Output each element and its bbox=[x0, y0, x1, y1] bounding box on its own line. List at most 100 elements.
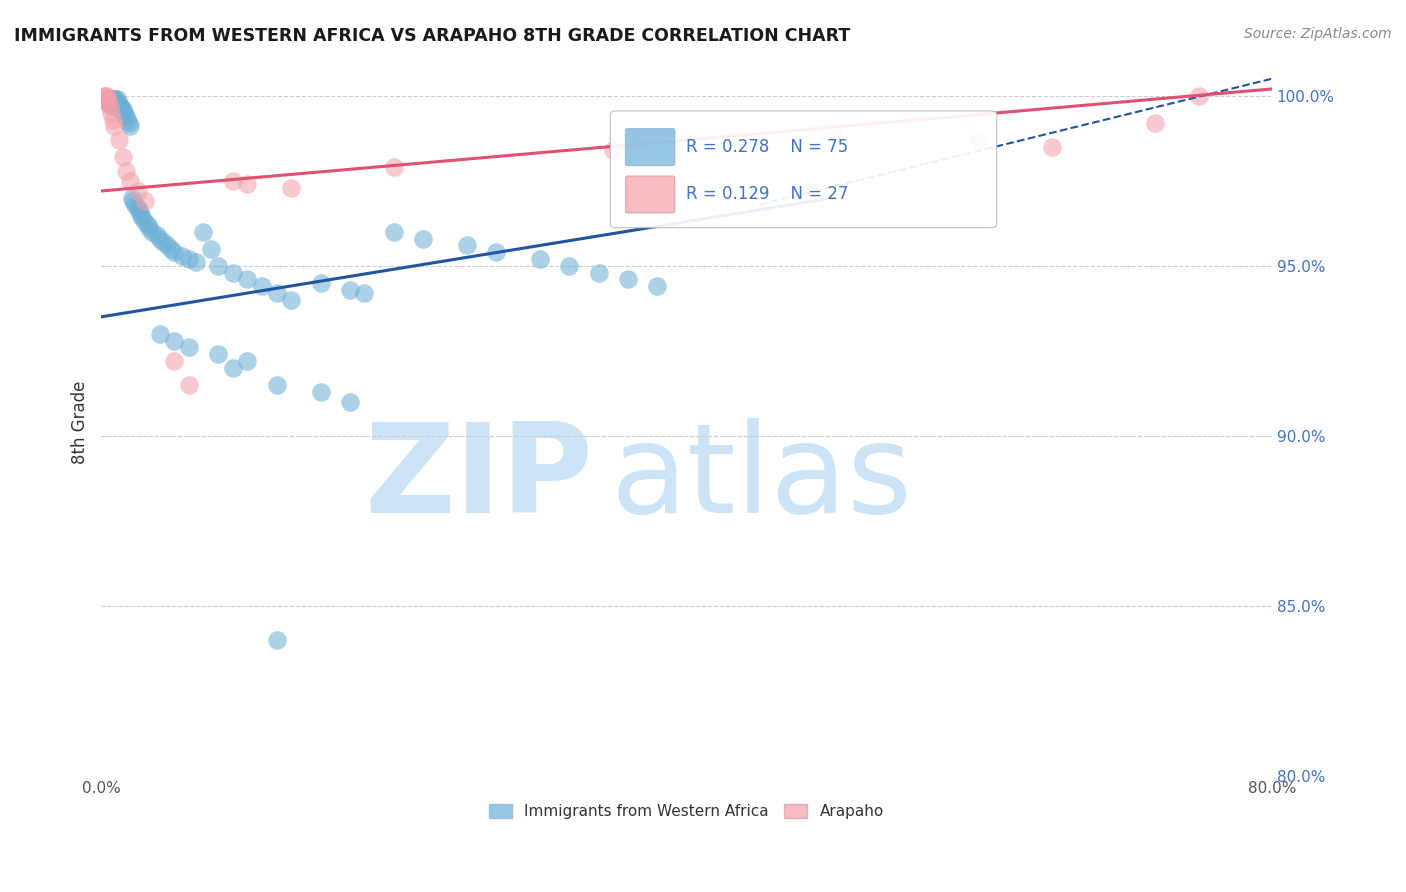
Point bbox=[104, 99, 127, 113]
Point bbox=[118, 116, 141, 130]
Point bbox=[236, 272, 259, 286]
Point bbox=[136, 218, 159, 232]
Text: Source: ZipAtlas.com: Source: ZipAtlas.com bbox=[1244, 27, 1392, 41]
Point bbox=[170, 249, 193, 263]
Point bbox=[93, 88, 115, 103]
Text: IMMIGRANTS FROM WESTERN AFRICA VS ARAPAHO 8TH GRADE CORRELATION CHART: IMMIGRANTS FROM WESTERN AFRICA VS ARAPAH… bbox=[14, 27, 851, 45]
Point bbox=[1040, 140, 1063, 154]
Point bbox=[353, 286, 375, 301]
Point bbox=[127, 184, 149, 198]
FancyBboxPatch shape bbox=[626, 176, 675, 213]
Point bbox=[160, 242, 183, 256]
Point bbox=[250, 279, 273, 293]
Point bbox=[108, 103, 131, 117]
Point bbox=[617, 272, 640, 286]
Point bbox=[1143, 116, 1166, 130]
Point bbox=[266, 378, 288, 392]
Point bbox=[222, 174, 245, 188]
Point bbox=[222, 360, 245, 375]
Point bbox=[382, 225, 405, 239]
Point bbox=[98, 99, 121, 113]
Point bbox=[100, 92, 122, 106]
Point bbox=[456, 238, 478, 252]
Point bbox=[103, 120, 125, 134]
Point bbox=[94, 88, 117, 103]
Point bbox=[97, 95, 120, 110]
Point bbox=[152, 235, 174, 249]
Point bbox=[309, 276, 332, 290]
Point bbox=[103, 92, 125, 106]
Point bbox=[485, 245, 508, 260]
Point bbox=[1188, 88, 1211, 103]
Point bbox=[107, 95, 129, 110]
Point bbox=[236, 177, 259, 191]
Point bbox=[163, 334, 186, 348]
Point bbox=[236, 354, 259, 368]
Point bbox=[177, 252, 200, 266]
Text: atlas: atlas bbox=[610, 418, 912, 540]
Point bbox=[602, 143, 624, 157]
Point bbox=[94, 92, 117, 106]
Point bbox=[149, 326, 172, 341]
Point bbox=[128, 204, 150, 219]
Point bbox=[193, 225, 215, 239]
Point bbox=[114, 105, 136, 120]
Point bbox=[107, 133, 129, 147]
Point bbox=[141, 225, 163, 239]
Point bbox=[129, 208, 152, 222]
Point bbox=[412, 232, 434, 246]
Point bbox=[821, 126, 844, 140]
Point bbox=[120, 120, 142, 134]
Point bbox=[121, 191, 143, 205]
Point bbox=[156, 238, 179, 252]
Point bbox=[145, 228, 167, 243]
FancyBboxPatch shape bbox=[626, 128, 675, 166]
Point bbox=[163, 354, 186, 368]
Text: ZIP: ZIP bbox=[364, 418, 593, 540]
Point bbox=[100, 95, 122, 110]
Point bbox=[96, 92, 118, 106]
Point bbox=[97, 95, 120, 110]
Point bbox=[529, 252, 551, 266]
Point bbox=[558, 259, 581, 273]
Point bbox=[186, 255, 208, 269]
Point bbox=[124, 197, 146, 211]
Point bbox=[105, 92, 128, 106]
Point bbox=[382, 160, 405, 174]
Point bbox=[103, 99, 125, 113]
Point bbox=[101, 95, 124, 110]
Point bbox=[131, 211, 153, 226]
Point bbox=[200, 242, 222, 256]
Point bbox=[115, 163, 138, 178]
Point bbox=[111, 103, 134, 117]
Point bbox=[100, 105, 122, 120]
Y-axis label: 8th Grade: 8th Grade bbox=[72, 381, 89, 464]
Point bbox=[280, 293, 302, 307]
Point bbox=[645, 279, 668, 293]
Point bbox=[134, 194, 156, 209]
Point bbox=[98, 95, 121, 110]
Point bbox=[108, 99, 131, 113]
Point bbox=[222, 266, 245, 280]
Point bbox=[138, 221, 160, 235]
Point bbox=[266, 286, 288, 301]
Point bbox=[177, 378, 200, 392]
Point bbox=[115, 109, 138, 123]
Point bbox=[967, 133, 990, 147]
Point bbox=[134, 214, 156, 228]
Point bbox=[97, 92, 120, 106]
Point bbox=[280, 180, 302, 194]
Point bbox=[110, 103, 132, 117]
Point bbox=[207, 347, 229, 361]
Point bbox=[339, 283, 361, 297]
Point bbox=[149, 232, 172, 246]
Point bbox=[96, 88, 118, 103]
Point bbox=[266, 633, 288, 648]
Point bbox=[101, 92, 124, 106]
Point bbox=[120, 174, 142, 188]
Point bbox=[309, 384, 332, 399]
Text: R = 0.129    N = 27: R = 0.129 N = 27 bbox=[686, 186, 849, 203]
Legend: Immigrants from Western Africa, Arapaho: Immigrants from Western Africa, Arapaho bbox=[484, 797, 890, 825]
Point bbox=[117, 112, 139, 127]
Point bbox=[588, 266, 610, 280]
